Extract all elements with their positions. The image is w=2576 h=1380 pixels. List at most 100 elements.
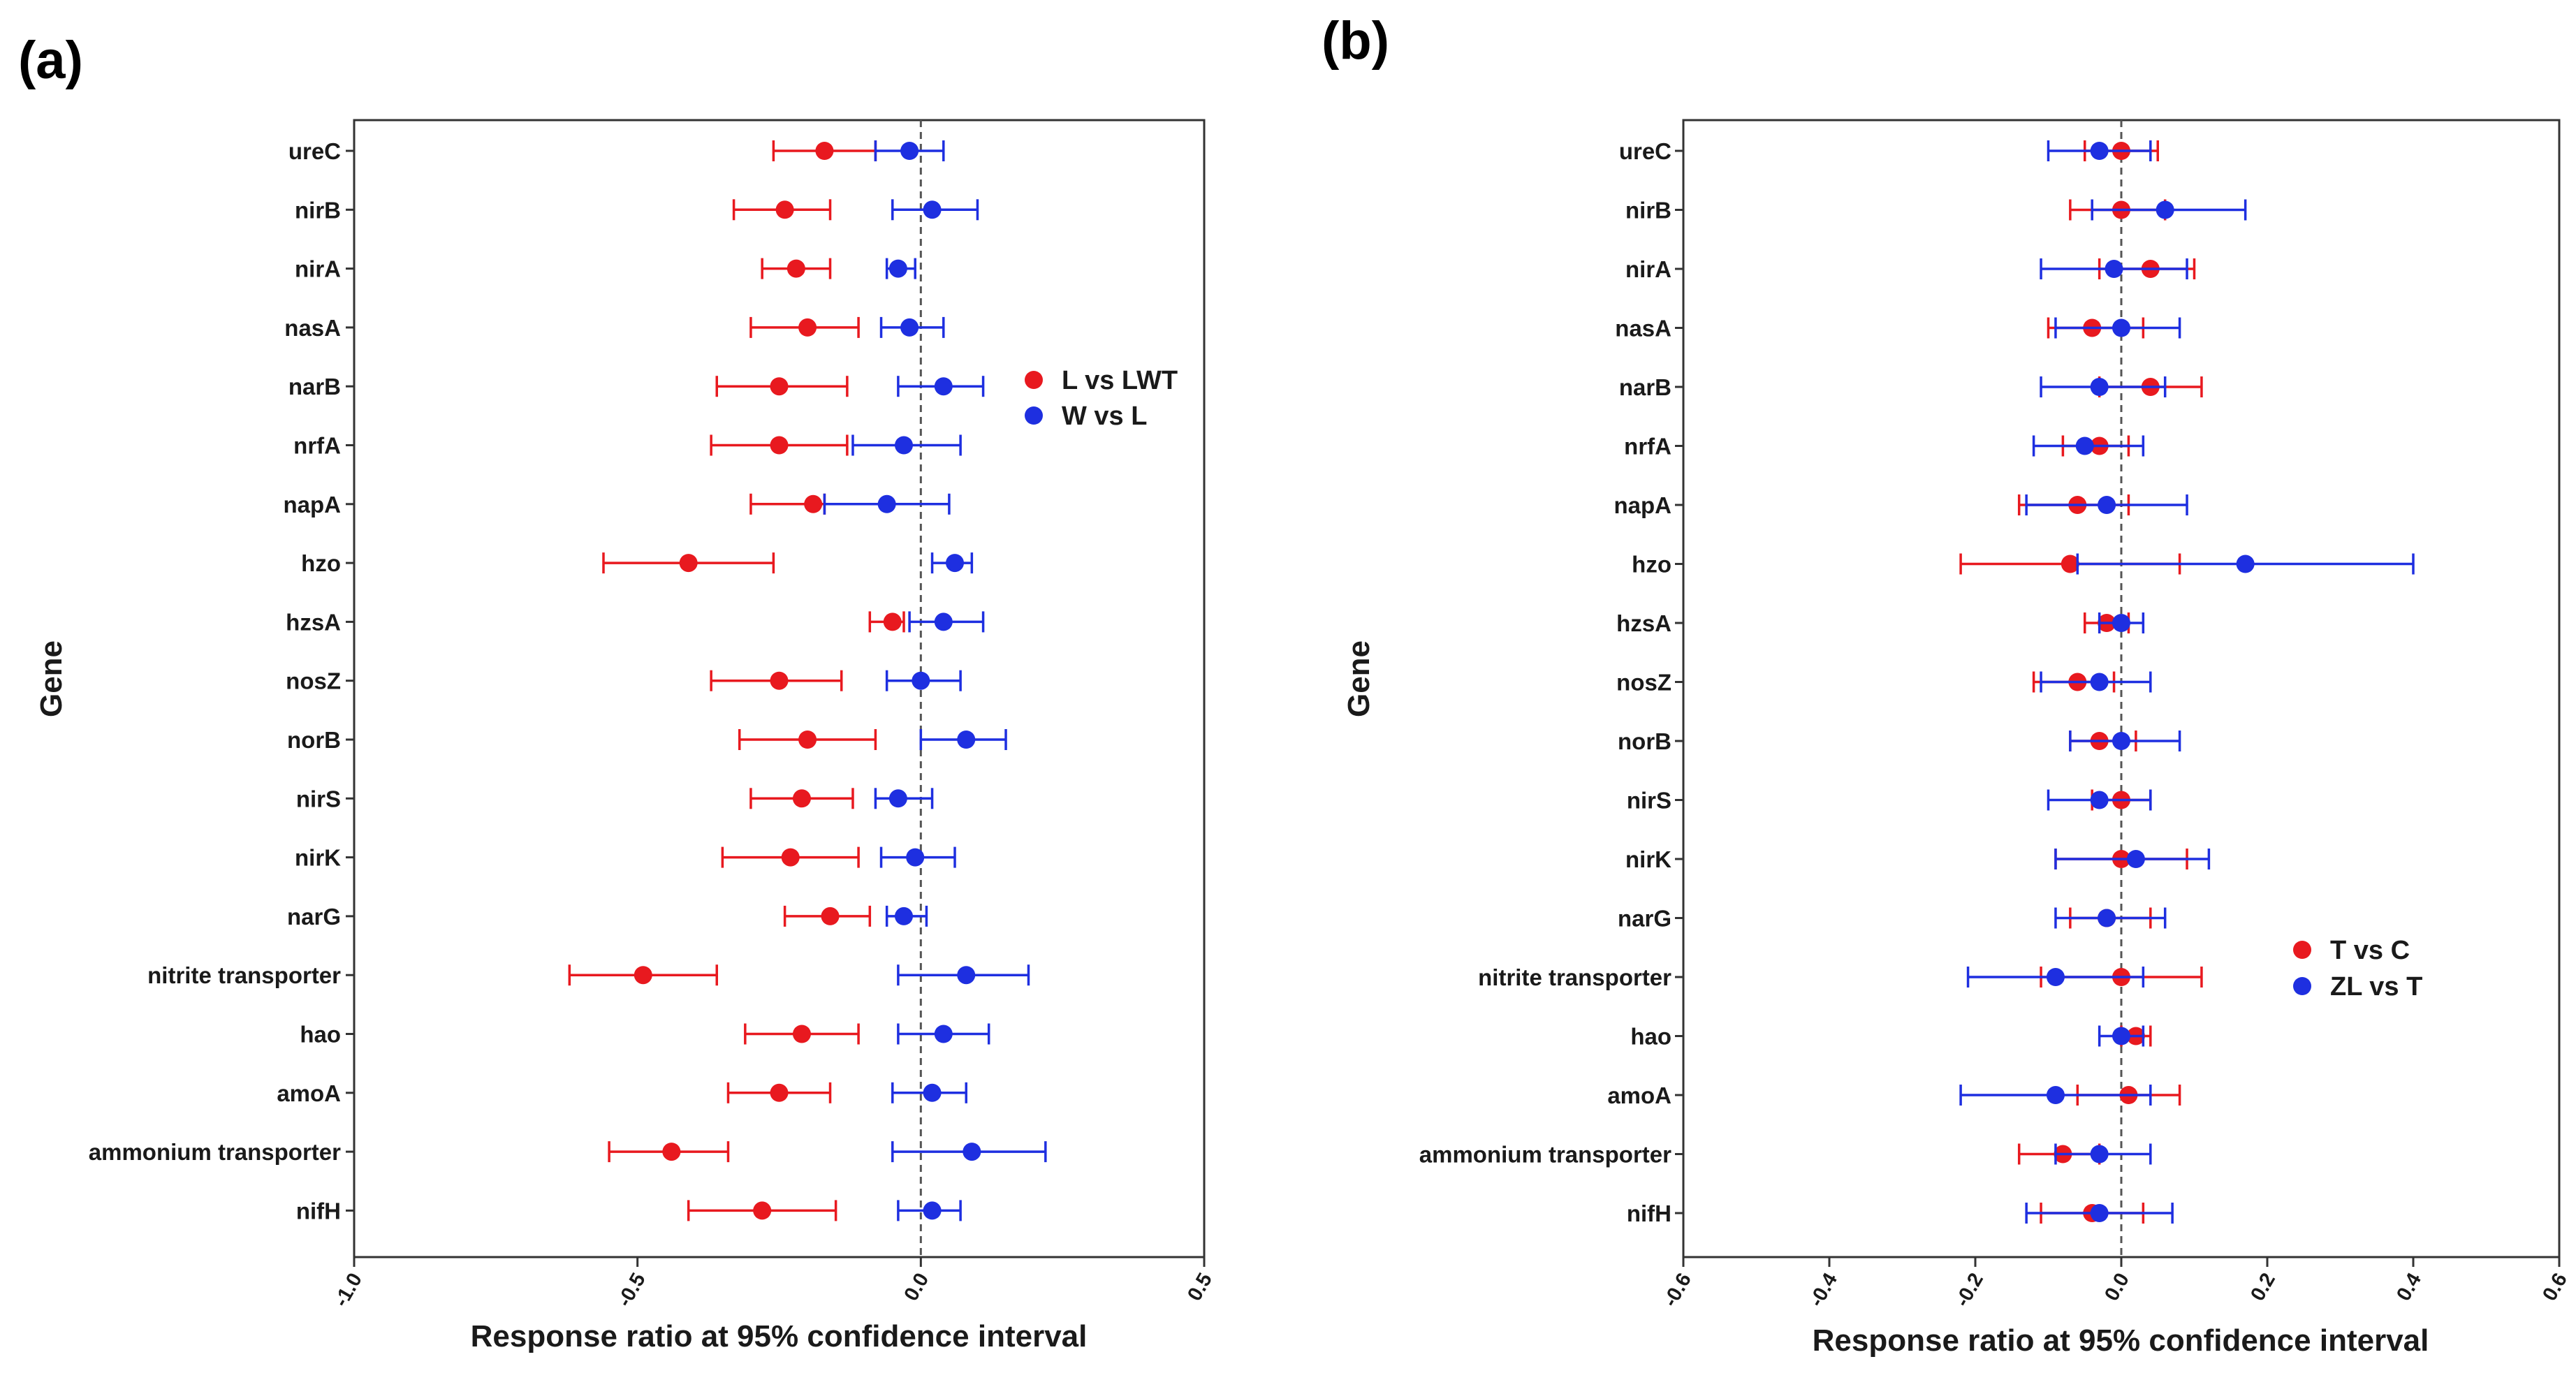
point-b-t-vs-c-hzo (2061, 555, 2079, 573)
gene-label-b-nosz: nosZ (1616, 670, 1671, 696)
point-a-l-vs-lwt-narg (821, 906, 840, 925)
gene-label-a-hzo: hzo (301, 550, 341, 576)
point-a-w-vs-l-nirk (906, 848, 925, 867)
point-b-zl-vs-t-norb (2112, 732, 2130, 750)
gene-label-a-nosz: nosZ (286, 668, 341, 694)
point-b-zl-vs-t-nirb (2156, 200, 2174, 219)
point-a-w-vs-l-nosz (912, 671, 930, 690)
legend-label-t-vs-c: T vs C (2330, 936, 2410, 965)
x-tick-label-b-0: -0.6 (1659, 1270, 1696, 1311)
point-a-w-vs-l-nifh (923, 1201, 942, 1220)
point-a-l-vs-lwt-hzo (679, 554, 698, 573)
point-a-w-vs-l-nirs (888, 789, 907, 808)
legend-label-w-vs-l: W vs L (1062, 402, 1147, 431)
x-tick-label-b-5: 0.4 (2392, 1270, 2426, 1305)
gene-label-b-nifh: nifH (1627, 1201, 1671, 1226)
point-a-l-vs-lwt-amoa (770, 1083, 789, 1102)
point-a-l-vs-lwt-nirs (792, 789, 811, 808)
legend-marker-zl-vs-t (2293, 977, 2311, 995)
point-a-w-vs-l-amoa (923, 1083, 942, 1102)
gene-label-a-nirb: nirB (295, 197, 341, 223)
point-a-w-vs-l-hao (934, 1025, 953, 1043)
legend-b: T vs C ZL vs T (2293, 936, 2422, 1001)
plot-marks-b: -0.6 -0.4 -0.2 0.0 0.2 0.4 0.6 ureC nirB nirA nasA… (1419, 120, 2572, 1311)
panel-a: (a) -1.0 -0.5 0.0 0.5 ureC nirB nirA nasA narB nr… (18, 31, 1217, 1353)
legend-a: L vs LWT W vs L (1025, 366, 1178, 431)
legend-marker-t-vs-c (2293, 941, 2311, 959)
point-a-w-vs-l-nirb (923, 200, 942, 219)
gene-label-a-nirs: nirS (296, 786, 341, 812)
x-axis-title-b: Response ratio at 95% confidence interva… (1813, 1323, 2429, 1358)
point-b-zl-vs-t-nira (2105, 260, 2123, 278)
gene-label-b-narg: narG (1618, 906, 1671, 932)
point-b-zl-vs-t-nirs (2090, 791, 2109, 809)
point-b-zl-vs-t-nifh (2090, 1204, 2109, 1222)
point-a-l-vs-lwt-norb (798, 731, 817, 749)
point-b-zl-vs-t-nirk (2126, 850, 2145, 868)
legend-marker-w-vs-l (1025, 406, 1043, 425)
gene-label-a-narg: narG (287, 904, 341, 930)
point-a-l-vs-lwt-nira (786, 259, 805, 278)
gene-label-a-nifh: nifH (296, 1198, 341, 1224)
legend-marker-l-vs-lwt (1025, 371, 1043, 389)
point-a-l-vs-lwt-hzsa (883, 612, 902, 631)
point-a-l-vs-lwt-nrfa (770, 436, 789, 455)
point-a-l-vs-lwt-ammonium-transporter (662, 1143, 681, 1161)
point-a-w-vs-l-hzo (946, 554, 965, 573)
gene-label-b-nrfa: nrfA (1624, 434, 1671, 460)
point-b-zl-vs-t-narg (2098, 909, 2116, 927)
point-a-l-vs-lwt-nosz (770, 671, 789, 690)
legend-label-l-vs-lwt: L vs LWT (1062, 366, 1178, 395)
panel-letter-a: (a) (18, 31, 83, 90)
point-b-zl-vs-t-hzsa (2112, 614, 2130, 632)
gene-label-b-ammonium-transporter: ammonium transporter (1419, 1142, 1671, 1168)
gene-label-b-amoa: amoA (1607, 1082, 1671, 1108)
point-a-w-vs-l-urec (900, 142, 919, 160)
gene-label-a-hzsa: hzsA (286, 609, 341, 635)
gene-label-b-hao: hao (1630, 1024, 1671, 1050)
gene-label-a-urec: ureC (288, 138, 341, 164)
gene-label-a-amoa: amoA (277, 1080, 341, 1106)
point-a-w-vs-l-napa (877, 494, 896, 513)
point-b-zl-vs-t-narb (2090, 378, 2109, 396)
point-a-w-vs-l-ammonium-transporter (963, 1143, 981, 1161)
gene-label-b-nirs: nirS (1627, 788, 1671, 814)
gene-label-a-nirk: nirK (295, 845, 341, 871)
point-a-w-vs-l-norb (957, 731, 976, 749)
point-b-zl-vs-t-ammonium-transporter (2090, 1145, 2109, 1164)
x-tick-label-b-1: -0.4 (1805, 1270, 1842, 1311)
point-a-l-vs-lwt-napa (804, 494, 823, 513)
gene-label-a-nitrite-transporter: nitrite transporter (147, 962, 341, 988)
gene-label-a-napa: napA (284, 492, 342, 518)
x-tick-label-a-3: 0.5 (1183, 1270, 1217, 1305)
point-a-l-vs-lwt-narb (770, 377, 789, 396)
gene-label-a-nasa: nasA (284, 315, 341, 341)
x-tick-label-a-2: 0.0 (900, 1270, 934, 1305)
point-a-w-vs-l-nitrite-transporter (957, 966, 976, 985)
gene-label-b-urec: ureC (1619, 138, 1671, 164)
point-b-zl-vs-t-urec (2090, 142, 2109, 160)
point-b-zl-vs-t-nitrite-transporter (2046, 968, 2065, 986)
point-a-l-vs-lwt-nirb (775, 200, 794, 219)
gene-label-b-nira: nirA (1625, 256, 1671, 282)
point-a-w-vs-l-hzsa (934, 612, 953, 631)
point-a-w-vs-l-nasa (900, 318, 919, 337)
point-b-zl-vs-t-napa (2098, 496, 2116, 514)
x-tick-label-b-6: 0.6 (2538, 1270, 2572, 1305)
gene-label-a-ammonium-transporter: ammonium transporter (89, 1139, 341, 1165)
gene-label-b-narb: narB (1619, 374, 1671, 400)
point-b-zl-vs-t-hao (2112, 1027, 2130, 1045)
point-b-zl-vs-t-amoa (2046, 1086, 2065, 1104)
gene-label-b-nirb: nirB (1625, 198, 1671, 223)
gene-label-a-nira: nirA (295, 256, 341, 282)
plot-marks-a: -1.0 -0.5 0.0 0.5 ureC nirB nirA nasA narB nrfA na… (89, 120, 1217, 1311)
point-b-zl-vs-t-hzo (2236, 555, 2255, 573)
point-a-w-vs-l-narg (894, 906, 913, 925)
gene-label-b-nitrite-transporter: nitrite transporter (1478, 964, 1671, 990)
x-tick-label-b-2: -0.2 (1951, 1270, 1988, 1311)
gene-label-a-nrfa: nrfA (293, 433, 341, 459)
gene-label-a-norb: norB (287, 727, 341, 753)
legend-label-zl-vs-t: ZL vs T (2330, 972, 2422, 1001)
gene-label-a-hao: hao (300, 1022, 341, 1048)
